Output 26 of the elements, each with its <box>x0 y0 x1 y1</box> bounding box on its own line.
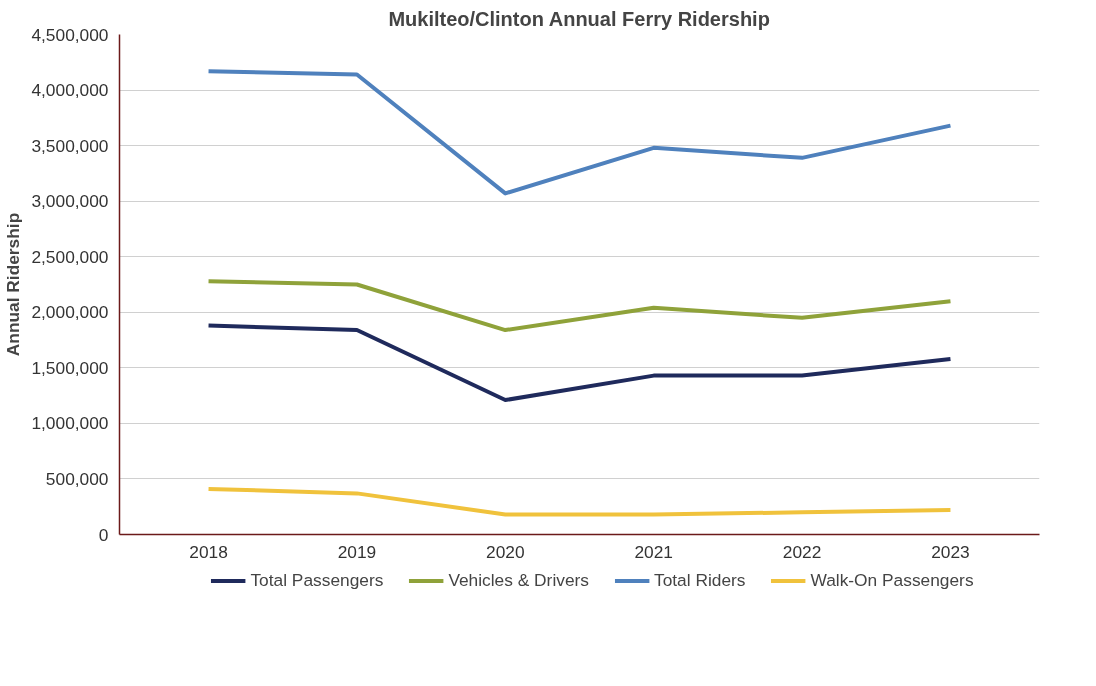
chart-title: Mukilteo/Clinton Annual Ferry Ridership <box>388 7 770 30</box>
y-tick-label: 4,500,000 <box>31 24 109 45</box>
line-series <box>206 323 953 403</box>
y-tick-label: 0 <box>98 524 109 545</box>
y-tick-label: 2,500,000 <box>31 246 109 267</box>
legend-label: Total Riders <box>653 569 746 591</box>
x-tick-label: 2020 <box>486 541 525 562</box>
y-tick-label: 3,000,000 <box>31 191 109 212</box>
x-tick-label: 2018 <box>189 541 228 562</box>
x-tick-label: 2023 <box>931 541 970 562</box>
y-tick-label: 500,000 <box>45 468 109 489</box>
line-series <box>206 486 953 517</box>
y-axis-title: Annual Ridership <box>3 212 24 357</box>
y-tick-label: 3,500,000 <box>31 135 109 156</box>
y-tick-label: 4,000,000 <box>31 80 109 101</box>
legend-label: Walk-On Passengers <box>810 569 974 591</box>
legend-label: Vehicles & Drivers <box>448 569 589 591</box>
x-tick-label: 2021 <box>634 541 673 562</box>
line-series <box>206 69 953 196</box>
y-tick-label: 2,000,000 <box>31 302 109 323</box>
x-tick-label: 2019 <box>337 541 377 562</box>
y-tick-label: 1,500,000 <box>31 357 109 378</box>
x-tick-label: 2022 <box>782 541 822 562</box>
line-series <box>206 279 953 333</box>
y-tick-label: 1,000,000 <box>31 413 109 434</box>
legend-label: Total Passengers <box>250 569 384 591</box>
